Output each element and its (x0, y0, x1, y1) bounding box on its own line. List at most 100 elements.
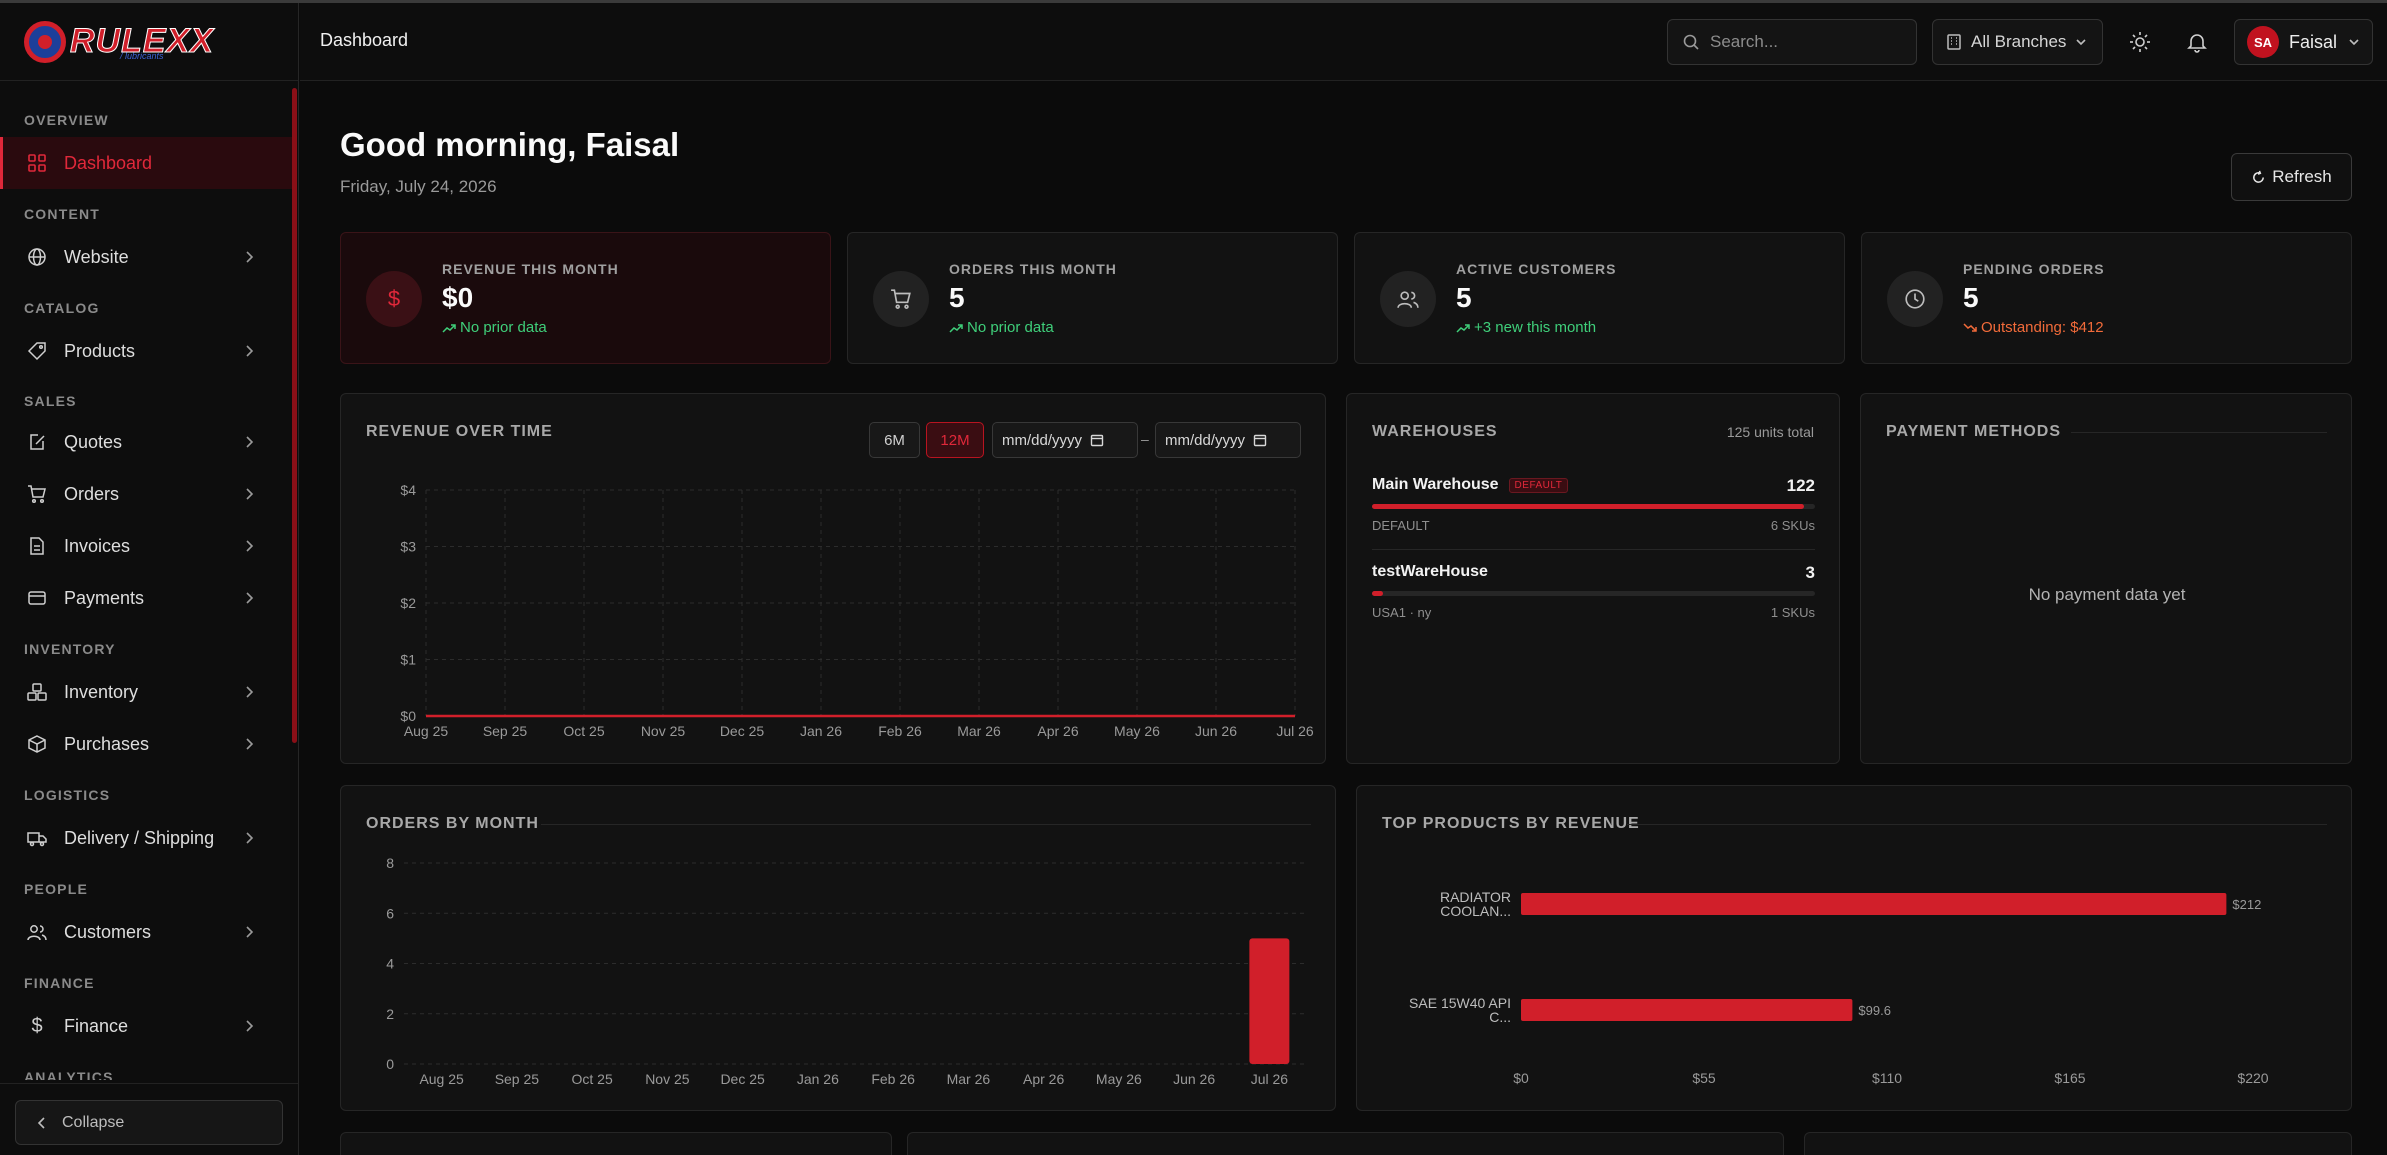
warehouse-row-test[interactable]: testWareHouse 3 USA1 · ny 1 SKUs (1372, 563, 1815, 620)
edit-document-icon (26, 431, 48, 453)
theme-toggle[interactable] (2125, 27, 2155, 57)
chevron-right-icon (246, 251, 254, 263)
sidebar-item-payments[interactable]: Payments (0, 572, 296, 624)
sidebar-item-products[interactable]: Products (0, 325, 296, 377)
nav-section-content: CONTENT (24, 206, 101, 222)
date-to-input[interactable]: mm/dd/yyyy (1155, 422, 1301, 458)
nav-section-people: PEOPLE (24, 881, 88, 897)
sidebar-item-purchases[interactable]: Purchases (0, 718, 296, 770)
category-label: RADIATOR (1440, 889, 1511, 905)
warehouse-share-fill (1372, 591, 1383, 596)
greeting-heading: Good morning, Faisal (340, 126, 680, 163)
x-tick-label: $55 (1692, 1070, 1716, 1086)
category-label: C... (1489, 1009, 1511, 1025)
kpi-trend: +3 new this month (1456, 319, 1596, 336)
kpi-label: ORDERS THIS MONTH (949, 261, 1117, 277)
branch-selector[interactable]: All Branches (1932, 19, 2103, 65)
sidebar-item-orders[interactable]: Orders (0, 468, 296, 520)
window-top-edge (0, 0, 2387, 3)
dollar-icon: $ (366, 271, 422, 327)
warehouse-total: 125 units total (1726, 424, 1814, 440)
sidebar-item-dashboard[interactable]: Dashboard (0, 137, 296, 189)
range-6m-button[interactable]: 6M (869, 422, 920, 458)
date-range-separator: – (1141, 431, 1149, 447)
collapse-button[interactable]: Collapse (15, 1100, 283, 1145)
kpi-card-pending: PENDING ORDERS 5 Outstanding: $412 (1861, 232, 2352, 364)
payment-empty-state: No payment data yet (2028, 585, 2186, 604)
sidebar-item-website[interactable]: Website (0, 231, 296, 283)
users-icon (1380, 271, 1436, 327)
x-tick-label: Nov 25 (641, 723, 686, 739)
chevron-right-icon (246, 436, 254, 448)
logo-area: RULEXX / lubricants (0, 3, 298, 81)
warehouse-row-main[interactable]: Main Warehouse DEFAULT 122 DEFAULT 6 SKUs (1372, 476, 1815, 533)
sidebar-scrollbar[interactable] (292, 88, 297, 743)
sidebar-item-inventory[interactable]: Inventory (0, 666, 296, 718)
x-tick-label: Dec 25 (720, 1071, 765, 1087)
product-bar (1521, 999, 1853, 1021)
user-menu[interactable]: SA Faisal (2234, 19, 2373, 65)
y-tick-label: $1 (400, 652, 416, 668)
x-tick-label: Sep 25 (495, 1071, 540, 1087)
avatar: SA (2247, 26, 2279, 58)
grid-icon (26, 152, 48, 174)
warehouse-name: Main Warehouse (1372, 476, 1499, 493)
chevron-right-icon (246, 832, 254, 844)
sidebar-item-finance[interactable]: $ Finance (0, 1000, 296, 1052)
sidebar-item-label: Orders (64, 483, 120, 504)
x-tick-label: Mar 26 (947, 1071, 991, 1087)
branch-label: All Branches (1971, 32, 2067, 51)
orders-chart-card: ORDERS BY MONTH 0 2 4 6 8 Aug 25 Sep 25 Oct 25 N… (340, 785, 1336, 1111)
sidebar-item-invoices[interactable]: Invoices (0, 520, 296, 572)
x-tick-label: Jul 26 (1251, 1071, 1289, 1087)
file-text-icon (26, 535, 48, 557)
y-tick-label: 6 (386, 905, 394, 921)
sidebar-item-quotes[interactable]: Quotes (0, 416, 296, 468)
tag-icon (26, 340, 48, 362)
search-box[interactable] (1667, 19, 1917, 65)
y-tick-label: 2 (386, 1006, 394, 1022)
kpi-trend: No prior data (442, 319, 547, 336)
x-tick-label: $110 (1872, 1070, 1902, 1086)
sidebar-item-customers[interactable]: Customers (0, 906, 296, 958)
x-tick-label: Jan 26 (800, 723, 842, 739)
date-to-value: mm/dd/yyyy (1165, 431, 1246, 449)
trending-up-icon (1456, 323, 1470, 333)
card-title: WAREHOUSES (1372, 423, 1498, 440)
date-from-input[interactable]: mm/dd/yyyy (992, 422, 1138, 458)
chevron-right-icon (246, 926, 254, 938)
x-tick-label: Feb 26 (871, 1071, 915, 1087)
x-tick-label: Feb 26 (878, 723, 922, 739)
chevron-right-icon (246, 686, 254, 698)
range-12m-button[interactable]: 12M (926, 422, 984, 458)
search-input[interactable] (1710, 32, 1900, 52)
bar-value-label: $99.6 (1858, 1003, 1891, 1018)
topbar: Dashboard All Branches SA Faisal (300, 3, 2387, 81)
page-title: Dashboard (320, 30, 409, 50)
title-divider (541, 824, 1311, 825)
current-date: Friday, July 24, 2026 (340, 177, 497, 196)
notifications-button[interactable] (2182, 27, 2212, 57)
sidebar-item-label: Invoices (64, 535, 131, 556)
category-label: SAE 15W40 API (1409, 995, 1511, 1011)
cart-icon (873, 271, 929, 327)
x-tick-label: $165 (2054, 1070, 2085, 1086)
card-title: PAYMENT METHODS (1886, 423, 2062, 440)
x-tick-label: Jun 26 (1173, 1071, 1215, 1087)
sidebar-item-label: Purchases (64, 733, 150, 754)
kpi-card-customers: ACTIVE CUSTOMERS 5 +3 new this month (1354, 232, 1845, 364)
credit-card-icon (26, 587, 48, 609)
boxes-icon (26, 681, 48, 703)
x-tick-label: Jun 26 (1195, 723, 1237, 739)
trending-up-icon (442, 323, 456, 333)
sidebar-item-label: Dashboard (64, 152, 153, 173)
card-title: ORDERS BY MONTH (366, 815, 539, 832)
chevron-right-icon (246, 540, 254, 552)
sidebar-item-delivery[interactable]: Delivery / Shipping (0, 812, 296, 864)
refresh-button[interactable]: Refresh (2231, 153, 2352, 201)
x-tick-label: May 26 (1114, 723, 1160, 739)
sidebar: RULEXX / lubricants OVERVIEW Dashboard C… (0, 3, 299, 1155)
default-badge: DEFAULT (1508, 477, 1569, 493)
calendar-icon (1253, 434, 1267, 447)
brand-logo[interactable]: RULEXX (24, 20, 214, 63)
